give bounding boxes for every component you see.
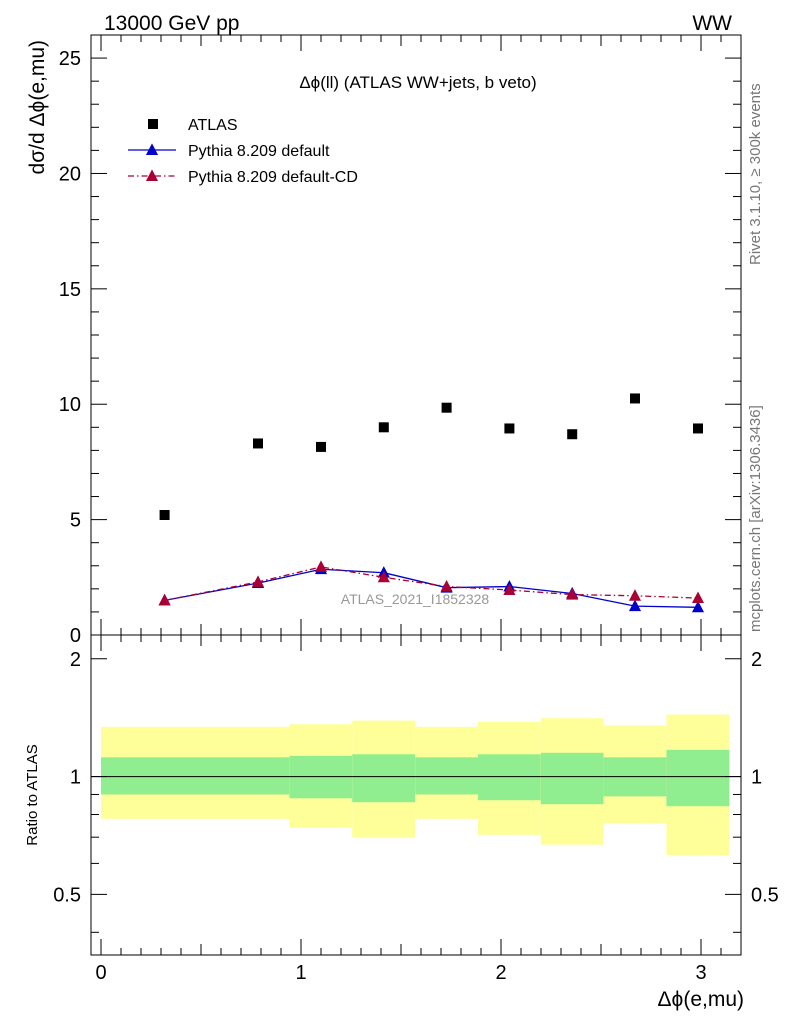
series-marker [503, 583, 516, 595]
stat-uncertainty-band [415, 757, 478, 795]
ratio-y-tick-label: 1 [751, 767, 762, 789]
series-marker [377, 570, 390, 583]
series-marker [691, 600, 705, 613]
atlas-data-point [567, 429, 578, 440]
watermark-label: ATLAS_2021_I1852328 [341, 591, 490, 607]
atlas-data-point [441, 402, 452, 413]
atlas-data-point [693, 423, 703, 434]
energy-label: 13000 GeV pp [104, 12, 239, 35]
atlas-data-point [316, 441, 326, 452]
legend: ATLAS Pythia 8.209 default Pythia 8.209 de… [128, 117, 358, 186]
series-marker [314, 560, 328, 572]
atlas-data-point [504, 423, 515, 434]
x-tick-label: 3 [695, 962, 706, 984]
y-tick-label: 15 [59, 279, 81, 301]
legend-marker [148, 119, 158, 129]
atlas-data-point [630, 393, 640, 404]
series-marker [628, 589, 642, 601]
x-tick-label: 0 [95, 962, 106, 984]
atlas-data-point [253, 438, 263, 449]
ratio-plot-frame [90, 634, 742, 956]
legend-marker [145, 143, 159, 155]
series-marker [628, 599, 642, 612]
stat-uncertainty-band [540, 752, 604, 805]
ratio-y-tick-label: 0.5 [751, 884, 779, 906]
main-y-axis-label: dσ/d Δϕ(e,mu) [26, 40, 49, 174]
ratio-y-tick-label: 1 [70, 767, 81, 789]
legend-entry-label: ATLAS [188, 117, 238, 134]
y-tick-label: 20 [59, 163, 81, 185]
series-marker [691, 591, 705, 604]
stat-uncertainty-band [101, 757, 290, 795]
legend-entry-label: Pythia 8.209 default [188, 143, 330, 160]
series-marker [251, 575, 265, 587]
stat-uncertainty-band [478, 754, 541, 801]
mcplots-label: mcplots.cern.ch [arXiv:1306.3436] [747, 405, 764, 632]
ratio-y-axis-label: Ratio to ATLAS [24, 744, 41, 845]
legend-entry-label: Pythia 8.209 default-CD [188, 169, 358, 186]
y-tick-label: 5 [70, 510, 81, 532]
stat-uncertainty-band [352, 754, 416, 803]
legend-marker [145, 169, 159, 181]
x-tick-label: 2 [495, 962, 506, 984]
ratio-y-tick-label: 0.5 [53, 884, 81, 906]
y-tick-label: 10 [59, 394, 81, 416]
series-marker [158, 593, 171, 606]
series-marker [566, 588, 579, 600]
y-tick-label: 25 [59, 48, 81, 70]
ratio-y-tick-label: 2 [751, 649, 762, 671]
atlas-data-point [378, 422, 389, 433]
atlas-data-point [159, 510, 170, 520]
series-marker [440, 579, 453, 592]
y-tick-label: 0 [70, 625, 81, 647]
main-plot-title: Δϕ(ll) (ATLAS WW+jets, b veto) [299, 73, 536, 92]
stat-uncertainty-band [666, 749, 730, 807]
main-plot-panel: 0 5 10 15 20 25 Δϕ(ll) (ATLAS WW+jets, b veto… [26, 34, 742, 647]
process-label: WW [692, 12, 732, 35]
ratio-plot-panel: 0.5 0.5 1 1 2 2 0 1 2 3 Ratio to ATLAS Δϕ(e,mu) [24, 35, 779, 1011]
ratio-y-tick-label: 2 [70, 649, 81, 671]
rivet-version-label: Rivet 3.1.10, ≥ 300k events [747, 83, 764, 265]
x-tick-label: 1 [295, 962, 306, 984]
x-axis-label: Δϕ(e,mu) [658, 988, 744, 1011]
